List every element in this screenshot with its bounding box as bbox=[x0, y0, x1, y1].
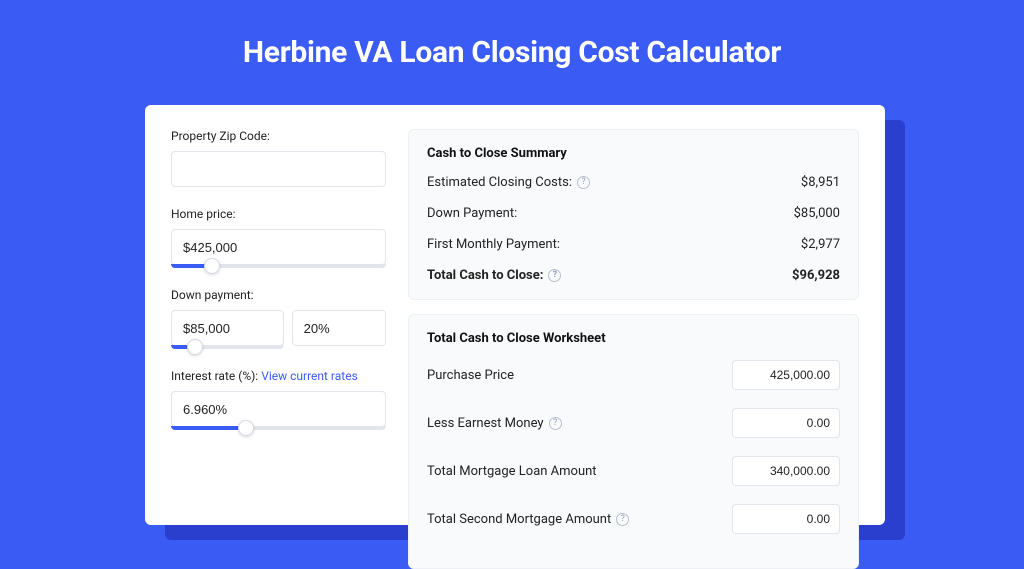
worksheet-row: Less Earnest Money? bbox=[427, 408, 840, 438]
summary-row-label: Total Cash to Close:? bbox=[427, 268, 561, 283]
worksheet-row-input[interactable] bbox=[732, 408, 840, 438]
worksheet-rows: Purchase Price Less Earnest Money? Total M… bbox=[427, 360, 840, 534]
zip-input[interactable] bbox=[171, 151, 386, 187]
help-icon[interactable]: ? bbox=[616, 513, 629, 526]
input-column: Property Zip Code: Home price: Down paym… bbox=[171, 129, 386, 501]
summary-row: First Monthly Payment: $2,977 bbox=[427, 237, 840, 252]
worksheet-row: Purchase Price bbox=[427, 360, 840, 390]
interest-rate-slider-wrap bbox=[171, 391, 386, 430]
summary-row-label-text: Total Cash to Close: bbox=[427, 268, 543, 283]
page-title: Herbine VA Loan Closing Cost Calculator bbox=[0, 0, 1024, 98]
down-payment-slider-wrap bbox=[171, 310, 284, 349]
view-rates-link[interactable]: View current rates bbox=[261, 369, 358, 383]
down-payment-pct-input[interactable] bbox=[292, 310, 386, 346]
home-price-input[interactable] bbox=[171, 229, 386, 265]
worksheet-row-label-text: Total Mortgage Loan Amount bbox=[427, 464, 597, 479]
interest-rate-input[interactable] bbox=[171, 391, 386, 427]
worksheet-row-label-text: Less Earnest Money bbox=[427, 416, 544, 431]
summary-row-label: First Monthly Payment: bbox=[427, 237, 560, 252]
help-icon[interactable]: ? bbox=[549, 417, 562, 430]
worksheet-row-label: Total Second Mortgage Amount? bbox=[427, 512, 629, 527]
worksheet-row-label: Total Mortgage Loan Amount bbox=[427, 464, 597, 479]
summary-row-label-text: First Monthly Payment: bbox=[427, 237, 560, 252]
home-price-slider[interactable] bbox=[171, 264, 386, 268]
summary-row-value: $2,977 bbox=[801, 237, 840, 252]
interest-rate-label: Interest rate (%): View current rates bbox=[171, 369, 386, 383]
interest-rate-label-text: Interest rate (%): bbox=[171, 369, 261, 383]
summary-row: Estimated Closing Costs:? $8,951 bbox=[427, 175, 840, 190]
summary-row: Total Cash to Close:? $96,928 bbox=[427, 268, 840, 283]
summary-row: Down Payment: $85,000 bbox=[427, 206, 840, 221]
worksheet-row-label: Purchase Price bbox=[427, 368, 514, 383]
field-zip: Property Zip Code: bbox=[171, 129, 386, 187]
worksheet-row-label: Less Earnest Money? bbox=[427, 416, 562, 431]
home-price-label: Home price: bbox=[171, 207, 386, 221]
summary-row-label-text: Estimated Closing Costs: bbox=[427, 175, 572, 190]
worksheet-row-input[interactable] bbox=[732, 456, 840, 486]
interest-rate-slider-thumb[interactable] bbox=[238, 420, 254, 436]
summary-row-value: $96,928 bbox=[792, 268, 840, 283]
worksheet-row-label-text: Total Second Mortgage Amount bbox=[427, 512, 611, 527]
summary-row-value: $85,000 bbox=[794, 206, 840, 221]
zip-label: Property Zip Code: bbox=[171, 129, 386, 143]
results-column: Cash to Close Summary Estimated Closing … bbox=[408, 129, 859, 501]
worksheet-row-label-text: Purchase Price bbox=[427, 368, 514, 383]
worksheet-title: Total Cash to Close Worksheet bbox=[427, 331, 840, 346]
worksheet-row: Total Mortgage Loan Amount bbox=[427, 456, 840, 486]
field-interest-rate: Interest rate (%): View current rates bbox=[171, 369, 386, 430]
summary-title: Cash to Close Summary bbox=[427, 146, 840, 161]
calculator-card: Property Zip Code: Home price: Down paym… bbox=[145, 105, 885, 525]
summary-rows: Estimated Closing Costs:? $8,951 Down Paym… bbox=[427, 175, 840, 283]
interest-rate-slider-fill bbox=[171, 426, 246, 430]
worksheet-row: Total Second Mortgage Amount? bbox=[427, 504, 840, 534]
summary-row-label: Estimated Closing Costs:? bbox=[427, 175, 590, 190]
summary-row-value: $8,951 bbox=[801, 175, 840, 190]
worksheet-panel: Total Cash to Close Worksheet Purchase P… bbox=[408, 314, 859, 569]
field-down-payment: Down payment: bbox=[171, 288, 386, 349]
down-payment-slider-thumb[interactable] bbox=[187, 339, 203, 355]
help-icon[interactable]: ? bbox=[577, 176, 590, 189]
home-price-slider-wrap bbox=[171, 229, 386, 268]
home-price-slider-thumb[interactable] bbox=[204, 258, 220, 274]
worksheet-row-input[interactable] bbox=[732, 504, 840, 534]
down-payment-label: Down payment: bbox=[171, 288, 386, 302]
down-payment-slider[interactable] bbox=[171, 345, 284, 349]
field-home-price: Home price: bbox=[171, 207, 386, 268]
summary-row-label-text: Down Payment: bbox=[427, 206, 517, 221]
interest-rate-slider[interactable] bbox=[171, 426, 386, 430]
summary-panel: Cash to Close Summary Estimated Closing … bbox=[408, 129, 859, 300]
summary-row-label: Down Payment: bbox=[427, 206, 517, 221]
worksheet-row-input[interactable] bbox=[732, 360, 840, 390]
help-icon[interactable]: ? bbox=[548, 269, 561, 282]
